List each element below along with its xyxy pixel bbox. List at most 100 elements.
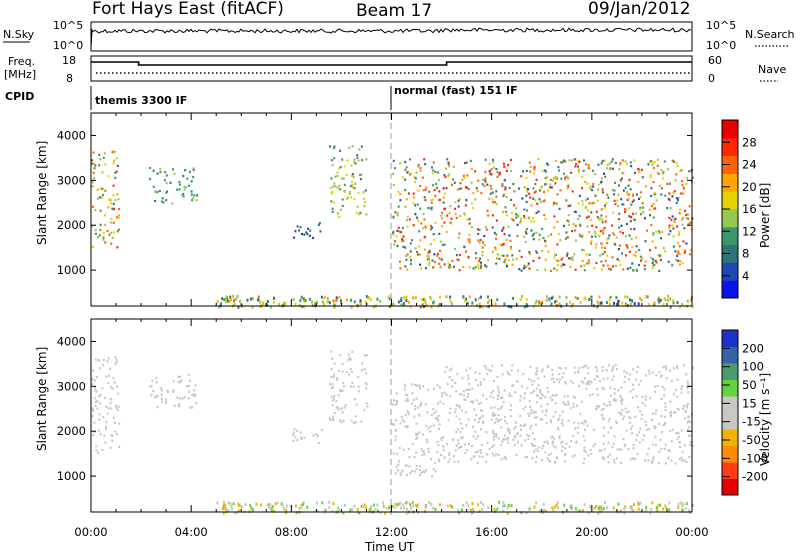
data-cell bbox=[492, 432, 495, 435]
data-cell bbox=[417, 432, 420, 435]
data-cell bbox=[579, 223, 581, 226]
data-cell bbox=[620, 177, 623, 180]
data-cell bbox=[433, 238, 436, 241]
data-cell bbox=[273, 296, 275, 300]
freq-trace bbox=[91, 61, 692, 66]
data-cell bbox=[493, 231, 496, 234]
colorbar-segment bbox=[722, 226, 738, 246]
data-cell bbox=[225, 508, 228, 512]
data-cell bbox=[91, 369, 94, 372]
data-cell bbox=[658, 232, 661, 235]
data-cell bbox=[567, 257, 570, 260]
data-cell bbox=[614, 161, 617, 165]
data-cell bbox=[619, 448, 622, 451]
data-cell bbox=[665, 506, 668, 510]
data-cell bbox=[404, 425, 407, 428]
data-cell bbox=[544, 245, 547, 248]
data-cell bbox=[591, 189, 593, 192]
data-cell bbox=[464, 452, 467, 455]
data-cell bbox=[429, 228, 432, 231]
data-cell bbox=[110, 221, 113, 224]
data-cell bbox=[615, 368, 618, 371]
data-cell bbox=[486, 441, 489, 444]
data-cell bbox=[451, 259, 454, 262]
data-cell bbox=[618, 411, 621, 414]
data-cell bbox=[506, 371, 509, 374]
data-cell bbox=[628, 416, 631, 419]
data-cell bbox=[109, 446, 112, 449]
data-cell bbox=[476, 450, 479, 453]
data-cell bbox=[183, 185, 186, 188]
data-cell bbox=[672, 160, 675, 163]
data-cell bbox=[595, 404, 598, 408]
data-cell bbox=[613, 189, 616, 192]
data-cell bbox=[476, 461, 479, 464]
data-cell bbox=[407, 413, 410, 416]
data-cell bbox=[586, 182, 589, 185]
data-cell bbox=[110, 434, 113, 437]
data-cell bbox=[651, 267, 654, 270]
data-cell bbox=[419, 253, 421, 256]
data-cell bbox=[462, 504, 465, 507]
data-cell bbox=[622, 189, 625, 192]
data-cell bbox=[624, 208, 627, 211]
data-cell bbox=[488, 163, 491, 166]
data-cell bbox=[579, 224, 582, 227]
data-cell bbox=[411, 402, 414, 406]
data-cell bbox=[463, 299, 466, 303]
data-cell bbox=[171, 202, 174, 205]
data-cell bbox=[611, 158, 614, 161]
data-cell bbox=[575, 163, 578, 166]
data-cell bbox=[468, 382, 471, 386]
data-cell bbox=[474, 298, 477, 302]
data-cell bbox=[269, 503, 272, 507]
data-cell bbox=[387, 295, 390, 299]
data-cell bbox=[529, 405, 532, 409]
data-cell bbox=[637, 406, 639, 409]
data-cell bbox=[561, 424, 564, 427]
data-cell bbox=[541, 418, 544, 421]
nsky-label: N.Sky bbox=[3, 28, 35, 41]
data-cell bbox=[479, 449, 482, 452]
data-cell bbox=[523, 186, 526, 189]
data-cell bbox=[576, 404, 578, 407]
data-cell bbox=[606, 301, 608, 304]
data-cell bbox=[419, 387, 422, 390]
data-cell bbox=[530, 424, 533, 428]
data-cell bbox=[501, 184, 504, 187]
data-cell bbox=[678, 230, 681, 234]
data-cell bbox=[438, 198, 441, 202]
data-cell bbox=[478, 455, 481, 458]
data-cell bbox=[412, 504, 414, 508]
data-cell bbox=[658, 184, 661, 187]
data-cell bbox=[352, 186, 355, 189]
data-cell bbox=[102, 231, 105, 235]
data-cell bbox=[566, 236, 569, 239]
data-cell bbox=[640, 298, 643, 302]
data-cell bbox=[429, 430, 432, 433]
data-cell bbox=[547, 235, 550, 238]
data-cell bbox=[306, 505, 309, 509]
data-cell bbox=[657, 254, 660, 257]
data-cell bbox=[520, 428, 522, 431]
data-cell bbox=[397, 226, 400, 229]
data-cell bbox=[450, 302, 453, 306]
data-cell bbox=[558, 381, 561, 384]
data-cell bbox=[465, 501, 468, 504]
data-cell bbox=[520, 511, 523, 515]
data-cell bbox=[507, 225, 510, 228]
data-cell bbox=[363, 368, 366, 371]
data-cell bbox=[601, 417, 604, 420]
data-cell bbox=[295, 511, 298, 515]
colorbar-tick-label: -100 bbox=[742, 451, 768, 465]
data-cell bbox=[451, 379, 454, 382]
data-cell bbox=[657, 172, 660, 175]
data-cell bbox=[632, 383, 635, 386]
data-cell bbox=[480, 191, 483, 195]
data-cell bbox=[555, 446, 558, 449]
data-cell bbox=[457, 460, 460, 463]
data-cell bbox=[554, 182, 557, 185]
data-cell bbox=[499, 243, 502, 246]
data-cell bbox=[581, 509, 584, 513]
data-cell bbox=[418, 230, 421, 233]
